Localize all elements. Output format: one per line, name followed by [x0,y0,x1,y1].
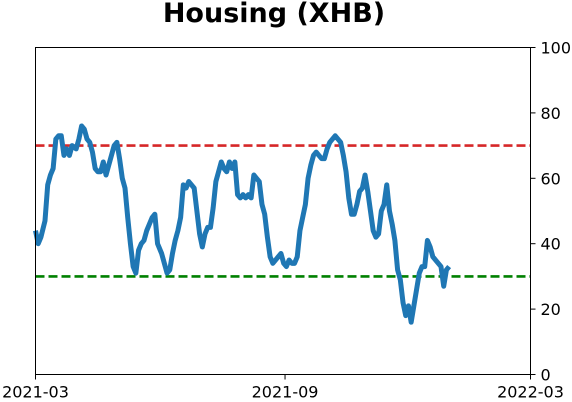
x-axis: 2021-03 2021-09 2022-03 [2,374,564,402]
series-line [33,123,452,325]
chart-title: Housing (XHB) [163,0,385,29]
x-tick-label: 2022-03 [497,383,564,402]
series-layer [33,123,452,325]
y-axis: 0 20 40 60 80 100 [530,39,572,385]
y-tick-label: 80 [541,104,561,123]
y-tick-label: 20 [541,300,561,319]
plot-frame [35,47,531,375]
x-tick-label: 2021-03 [2,383,69,402]
x-tick-label: 2021-09 [252,383,319,402]
y-tick-label: 40 [541,235,561,254]
y-tick-label: 60 [541,169,561,188]
y-tick-label: 0 [541,366,551,385]
y-tick-label: 100 [541,39,572,58]
